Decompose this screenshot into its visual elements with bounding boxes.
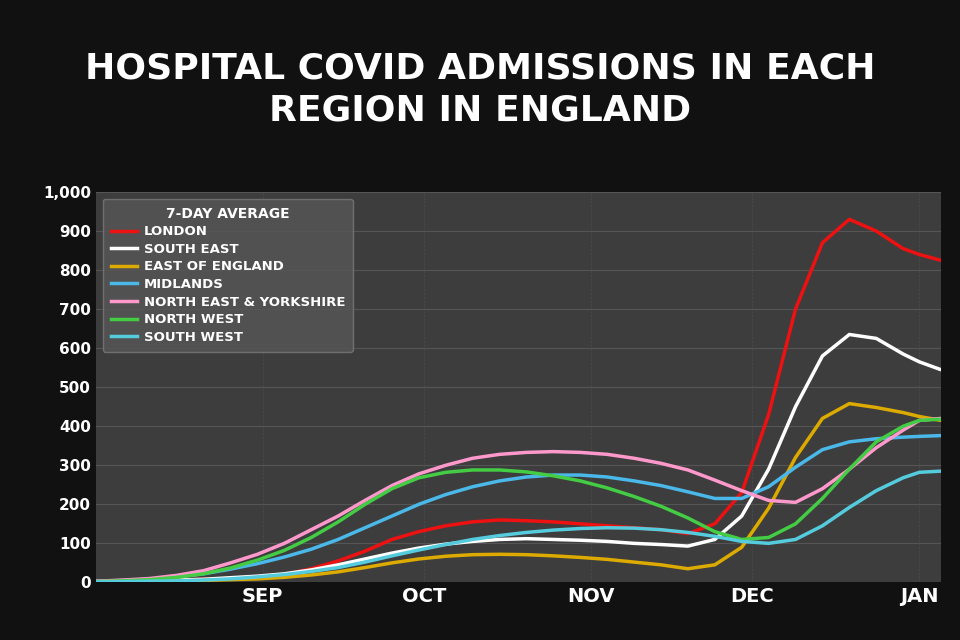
Legend: LONDON, SOUTH EAST, EAST OF ENGLAND, MIDLANDS, NORTH EAST & YORKSHIRE, NORTH WES: LONDON, SOUTH EAST, EAST OF ENGLAND, MID… [103, 198, 353, 352]
Text: HOSPITAL COVID ADMISSIONS IN EACH
REGION IN ENGLAND: HOSPITAL COVID ADMISSIONS IN EACH REGION… [84, 52, 876, 127]
